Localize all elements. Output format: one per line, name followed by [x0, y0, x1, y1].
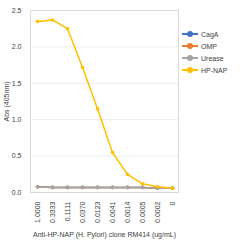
svg-text:1.5: 1.5 — [12, 80, 22, 87]
svg-text:0.0014: 0.0014 — [124, 201, 131, 223]
html-text:OMP: OMP — [201, 42, 217, 50]
svg-text:2.0: 2.0 — [12, 43, 22, 50]
svg-text:0.0123: 0.0123 — [94, 201, 101, 223]
svg-text:0.0002: 0.0002 — [154, 201, 161, 223]
svg-text:1.0000: 1.0000 — [34, 201, 41, 223]
svg-text:Anti-HP-NAP (H. Pylori) clone: Anti-HP-NAP (H. Pylori) clone RM414 (ug/… — [33, 231, 176, 239]
svg-text:0: 0 — [169, 201, 176, 205]
html-text:Urease: Urease — [201, 54, 224, 62]
svg-text:0.0005: 0.0005 — [139, 201, 146, 223]
html-text:CagA: CagA — [201, 30, 219, 38]
svg-text:2.5: 2.5 — [12, 7, 22, 14]
svg-text:0.1111: 0.1111 — [64, 201, 71, 221]
html-text:HP-NAP: HP-NAP — [201, 66, 228, 74]
svg-text:0.0370: 0.0370 — [79, 201, 86, 223]
svg-text:Abs (405nm): Abs (405nm) — [3, 81, 11, 121]
svg-text:0.0041: 0.0041 — [109, 201, 116, 223]
svg-text:0.3333: 0.3333 — [49, 201, 56, 223]
svg-text:1.0: 1.0 — [12, 116, 22, 123]
svg-text:0.0: 0.0 — [12, 189, 22, 196]
svg-text:0.5: 0.5 — [12, 152, 22, 159]
